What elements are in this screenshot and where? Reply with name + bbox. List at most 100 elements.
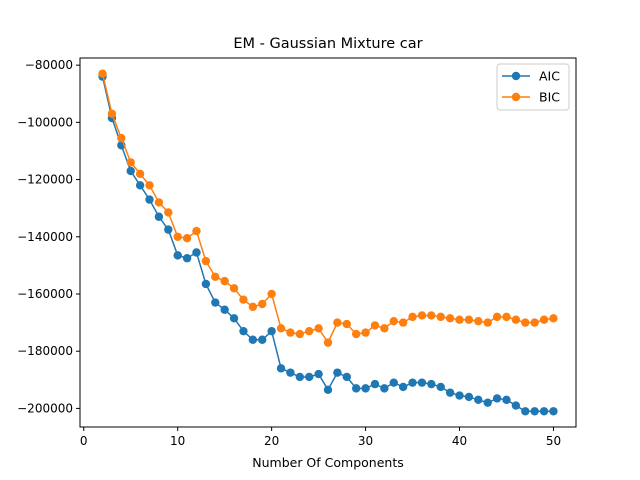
series-aic — [98, 72, 558, 416]
data-point-bic — [408, 312, 417, 322]
data-point-aic — [211, 298, 220, 307]
data-point-bic — [539, 315, 549, 324]
data-point-aic — [361, 384, 370, 393]
data-point-aic — [474, 395, 483, 405]
chart-title: EM - Gaussian Mixture car — [233, 36, 422, 52]
legend-marker — [511, 71, 521, 81]
data-point-aic — [333, 368, 342, 377]
data-point-aic — [173, 251, 182, 260]
data-point-aic — [267, 326, 276, 336]
x-tick-label: 40 — [452, 434, 467, 448]
data-point-aic — [370, 379, 380, 389]
data-point-bic — [436, 312, 445, 322]
data-point-aic — [455, 391, 464, 400]
data-point-bic — [117, 133, 126, 143]
data-point-aic — [408, 378, 417, 387]
series-line-aic — [101, 76, 554, 413]
data-point-aic — [182, 254, 192, 263]
data-point-bic — [333, 318, 342, 327]
data-point-bic — [286, 328, 295, 337]
data-point-bic — [211, 272, 220, 282]
data-point-bic — [370, 321, 380, 330]
data-point-bic — [164, 208, 173, 217]
y-tick-label: −180000 — [17, 344, 73, 358]
data-point-aic — [305, 372, 314, 382]
data-point-bic — [417, 311, 427, 320]
x-axis-label: Number Of Components — [252, 455, 403, 470]
data-point-aic — [295, 372, 305, 382]
data-point-aic — [511, 401, 521, 410]
data-point-bic — [98, 69, 107, 78]
legend-label: BIC — [539, 90, 560, 105]
data-point-aic — [248, 335, 258, 344]
data-point-aic — [521, 407, 530, 416]
plot-area — [79, 57, 577, 428]
data-point-aic — [398, 382, 408, 392]
data-point-bic — [154, 198, 164, 207]
legend-entry-aic: AIC — [502, 69, 560, 84]
data-point-bic — [351, 329, 361, 339]
data-point-bic — [220, 276, 229, 286]
data-point-bic — [201, 256, 211, 266]
data-point-bic — [380, 324, 389, 333]
data-point-aic — [492, 394, 502, 403]
data-point-aic — [258, 335, 267, 344]
data-point-aic — [539, 407, 549, 416]
data-point-bic — [427, 311, 436, 320]
data-point-aic — [192, 248, 201, 257]
legend-marker — [511, 92, 521, 102]
data-point-aic — [276, 364, 286, 373]
data-point-bic — [389, 316, 398, 326]
data-point-bic — [361, 328, 370, 337]
y-tick-label: −100000 — [17, 115, 73, 129]
y-axis: −200000 −180000 −160000 −140000 −120000 −1000… — [17, 58, 80, 415]
data-point-bic — [464, 315, 474, 324]
data-point-aic — [380, 384, 389, 393]
data-point-bic — [492, 312, 502, 322]
data-point-bic — [305, 326, 314, 336]
legend-label: AIC — [539, 69, 560, 84]
data-point-bic — [229, 284, 239, 293]
data-point-aic — [220, 305, 229, 314]
x-tick-label: 10 — [170, 434, 185, 448]
data-point-bic — [474, 316, 483, 326]
y-tick-label: −120000 — [17, 173, 73, 187]
data-point-bic — [126, 158, 135, 167]
data-point-aic — [201, 279, 211, 289]
data-point-aic — [530, 407, 539, 416]
data-point-aic — [389, 378, 398, 387]
data-point-aic — [549, 407, 558, 416]
y-tick-label: −200000 — [17, 401, 73, 415]
x-tick-label: 30 — [358, 434, 373, 448]
data-point-bic — [323, 338, 333, 347]
data-point-bic — [502, 312, 511, 322]
series-bic — [98, 69, 558, 347]
data-point-aic — [436, 382, 445, 392]
data-point-bic — [276, 324, 286, 333]
series-line-bic — [101, 73, 554, 345]
data-point-aic — [427, 379, 436, 389]
data-point-aic — [126, 166, 135, 176]
y-tick-label: −140000 — [17, 230, 73, 244]
data-point-aic — [417, 378, 427, 387]
data-point-bic — [549, 314, 558, 323]
x-axis: 0 10 20 30 40 50 — [80, 427, 561, 448]
data-point-aic — [135, 181, 145, 190]
data-point-bic — [248, 302, 258, 312]
data-point-aic — [323, 385, 333, 395]
y-tick-label: −80000 — [25, 58, 73, 72]
data-point-bic — [258, 299, 267, 309]
data-point-bic — [192, 226, 201, 236]
data-point-aic — [483, 398, 492, 407]
data-point-bic — [455, 315, 464, 324]
data-point-bic — [530, 318, 539, 327]
x-tick-label: 20 — [264, 434, 279, 448]
data-point-bic — [511, 315, 521, 324]
data-point-bic — [135, 169, 145, 179]
data-point-aic — [239, 326, 248, 336]
x-tick-label: 50 — [546, 434, 561, 448]
data-point-aic — [154, 212, 164, 221]
y-tick-label: −160000 — [17, 287, 73, 301]
data-point-aic — [464, 392, 474, 402]
